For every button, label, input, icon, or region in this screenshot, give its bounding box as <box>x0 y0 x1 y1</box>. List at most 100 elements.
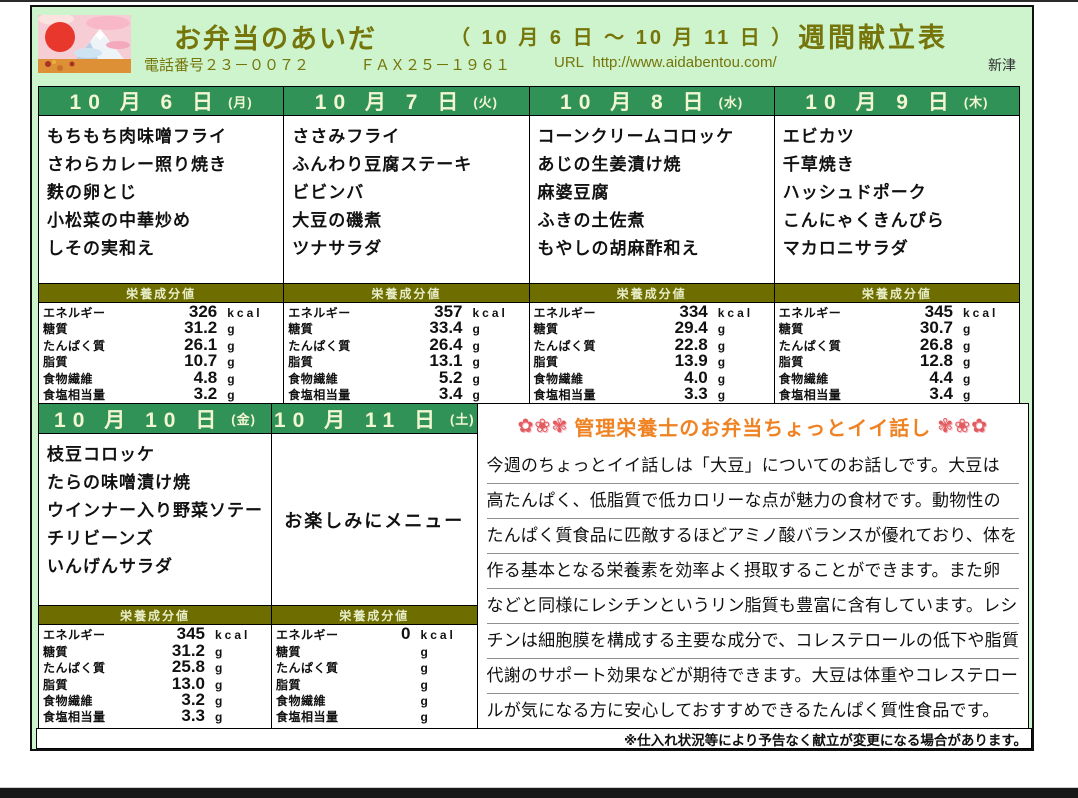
day-of-week: (月) <box>228 94 253 110</box>
day-of-week: (火) <box>473 94 498 110</box>
nutrition-row: たんぱく質 g <box>276 661 431 676</box>
nutrition-row: 食塩相当量 3.2 g <box>43 383 238 403</box>
menu-item: エビカツ <box>782 127 855 146</box>
document-title: 週間献立表 <box>798 23 948 53</box>
day-date: 10 月 10 日 <box>54 408 224 432</box>
url-label: URL <box>554 54 585 71</box>
nutrition-row: 糖質 31.2 g <box>43 318 238 338</box>
day-date: 10 月 8 日 <box>560 91 711 114</box>
menu-item: こんにゃくきんぴら <box>782 211 945 230</box>
tips-text-line: ルが気になる方に安心しておすすめできるたんぱく質性食品です。 <box>486 701 1000 721</box>
nutrition-row: 食物繊維 g <box>276 693 431 708</box>
menu-item: 枝豆コロッケ <box>47 445 155 465</box>
menu-item: ビビンバ <box>292 183 365 202</box>
menu-item: ささみフライ <box>292 127 401 146</box>
day-of-week: (木) <box>963 94 989 110</box>
menu-item: ウインナー入り野菜ソテー <box>47 501 263 521</box>
tips-text-line: たんぱく質食品に匹敵するほどアミノ酸バランスが優れており、体を <box>486 519 1020 555</box>
nutrition-row: 脂質 10.7 g <box>43 351 238 371</box>
nutrition-row: 脂質 g <box>276 677 431 692</box>
day-header: 10 月 9 日 (木) <box>774 87 1019 116</box>
day-date: 10 月 6 日 <box>69 91 221 114</box>
window-top-edge <box>0 0 1078 2</box>
tips-title-band: ✿❀✾ 管理栄養士のお弁当ちょっとイイ話し ✾❀✿ <box>478 404 1029 449</box>
nutrition-row: たんぱく質 26.4 g <box>288 334 483 354</box>
menu-item: マカロニサラダ <box>782 239 909 258</box>
nutrition-row: 糖質 31.2 g <box>43 640 226 660</box>
nutrition-row: 食塩相当量 3.4 g <box>288 383 483 403</box>
menu-item: ハッシュドポーク <box>782 183 927 202</box>
menu-grid-row2: 10 月 10 日 (金) 枝豆コロッケ たらの味噌漬け焼 ウインナー入り野菜ソ… <box>38 403 1030 730</box>
menu-period: （ 10 月 6 日 ～ 10 月 11 日 ） <box>450 27 795 49</box>
nutrition-row: 食物繊維 4.4 g <box>778 367 974 387</box>
website-url-row: URL http://www.aidabentou.com/ <box>554 54 777 71</box>
nutrition-row: エネルギー 345 kcal <box>778 302 999 321</box>
nutrition-row: エネルギー 326 kcal <box>43 302 263 321</box>
nutrition-row: 脂質 13.9 g <box>533 351 729 371</box>
day-date: 10 月 11 日 <box>273 408 442 432</box>
nutrition-table-title: 栄養成分値 <box>529 283 774 303</box>
nutrition-row: たんぱく質 26.8 g <box>778 334 974 354</box>
nutrition-row: たんぱく質 22.8 g <box>533 334 729 354</box>
shop-logo-image <box>38 15 131 73</box>
menu-item: しその実和え <box>47 239 155 258</box>
menu-item: もちもち肉味噌フライ <box>47 127 227 146</box>
tips-text-line: 作る基本となる栄養素を効率よく摂取することができます。また卵 <box>486 554 1020 590</box>
nutrition-table: エネルギー 357 kcal 糖質 33.4 g たんぱく質 26.4 g 脂質 13.1 g … <box>284 303 528 404</box>
nutrition-row: エネルギー 345 kcal <box>43 624 251 644</box>
day-of-week: (金) <box>231 412 256 428</box>
nutrition-row: エネルギー 334 kcal <box>533 302 754 321</box>
tips-text-line: 高たんぱく、低脂質で低カロリーな点が魅力の食材です。動物性の <box>486 484 1020 520</box>
nutrition-row: 糖質 30.7 g <box>778 318 974 338</box>
nutrition-table-title: 栄養成分値 <box>774 283 1019 303</box>
nutrition-row: たんぱく質 26.1 g <box>43 334 238 354</box>
footer-note-text: ※仕入れ状況等により予告なく献立が変更になる場合があります。 <box>623 732 1027 748</box>
nutrition-row: 食物繊維 4.8 g <box>43 367 238 387</box>
menu-item: ツナサラダ <box>292 239 383 258</box>
flower-decoration-icon: ✿❀✾ <box>517 416 569 438</box>
nutrition-row: 食塩相当量 g <box>276 710 431 725</box>
nutrition-row: 食塩相当量 3.3 g <box>43 706 226 726</box>
tips-text-line: 今週のちょっとイイ話しは「大豆」についてのお話しです。大豆は <box>486 449 1020 485</box>
day-column-friday: 10 月 10 日 (金) 枝豆コロッケ たらの味噌漬け焼 ウインナー入り野菜ソ… <box>38 403 272 730</box>
menu-item: 麩の卵とじ <box>47 183 137 202</box>
day-column-saturday: 10 月 11 日 (土) お楽しみにメニュー 栄養成分値 エネルギー 0 kcal… <box>271 403 478 730</box>
day-column-thursday: 10 月 9 日 (木) エビカツ 千草焼き ハッシュドポーク こんにゃくきんぴ… <box>773 86 1020 406</box>
menu-item: ふんわり豆腐ステーキ <box>292 155 473 174</box>
nutrition-row: 脂質 13.1 g <box>288 351 483 371</box>
menu-item: もやしの胡麻酢和え <box>537 239 700 258</box>
nutrition-table-title: 栄養成分値 <box>39 283 284 303</box>
day-date: 10 月 9 日 <box>805 91 956 114</box>
day-header: 10 月 8 日 (水) <box>529 87 774 116</box>
menu-item: ふきの土佐煮 <box>537 211 646 230</box>
nutrition-row: 食物繊維 3.2 g <box>43 689 226 709</box>
nutrition-table: エネルギー 345 kcal 糖質 30.7 g たんぱく質 26.8 g 脂質 12.8 g … <box>775 303 1019 404</box>
nutrition-table: エネルギー 334 kcal 糖質 29.4 g たんぱく質 22.8 g 脂質 13.9 g … <box>530 303 774 404</box>
nutrition-table-title: 栄養成分値 <box>39 605 271 626</box>
tips-title: 管理栄養士のお弁当ちょっとイイ話し <box>574 418 932 441</box>
nutrition-row: 食物繊維 4.0 g <box>533 367 729 387</box>
menu-item: いんげんサラダ <box>47 557 173 577</box>
day-of-week: (水) <box>718 94 744 110</box>
nutrition-row: 食物繊維 5.2 g <box>288 367 483 387</box>
tips-text-line: 代謝のサポート効果などが期待できます。大豆は体重やコレステロー <box>486 659 1020 695</box>
phone-number: 電話番号２３－００７２ <box>144 57 310 74</box>
menu-list: 枝豆コロッケ たらの味噌漬け焼 ウインナー入り野菜ソテー チリビーンズ いんげん… <box>39 434 271 605</box>
branch-name: 新津 <box>988 57 1016 73</box>
menu-list: エビカツ 千草焼き ハッシュドポーク こんにゃくきんぴら マカロニサラダ <box>775 116 1019 283</box>
menu-grid-row1: 10 月 6 日 (月) もちもち肉味噌フライ さわらカレー照り焼き 麩の卵とじ… <box>38 86 1020 406</box>
day-header: 10 月 6 日 (月) <box>39 87 284 116</box>
nutrition-table-title: 栄養成分値 <box>284 283 529 303</box>
surprise-menu-note: お楽しみにメニュー <box>284 510 465 531</box>
nutrition-row: 脂質 13.0 g <box>43 673 226 693</box>
nutrition-row: エネルギー 357 kcal <box>288 302 508 321</box>
nutrition-table-title: 栄養成分値 <box>272 605 477 626</box>
menu-list: コーンクリームコロッケ あじの生姜漬け焼 麻婆豆腐 ふきの土佐煮 もやしの胡麻酢… <box>530 116 774 283</box>
website-url: http://www.aidabentou.com/ <box>592 54 777 71</box>
menu-item: 千草焼き <box>782 155 855 174</box>
nutrition-table: エネルギー 345 kcal 糖質 31.2 g たんぱく質 25.8 g 脂質 13.0 g … <box>39 625 271 726</box>
nutrition-row: エネルギー 0 kcal <box>276 624 456 644</box>
flower-decoration-icon: ✾❀✿ <box>937 416 989 438</box>
shop-name: お弁当のあいだ <box>174 24 377 54</box>
nutrition-row: 食塩相当量 3.4 g <box>778 383 974 403</box>
